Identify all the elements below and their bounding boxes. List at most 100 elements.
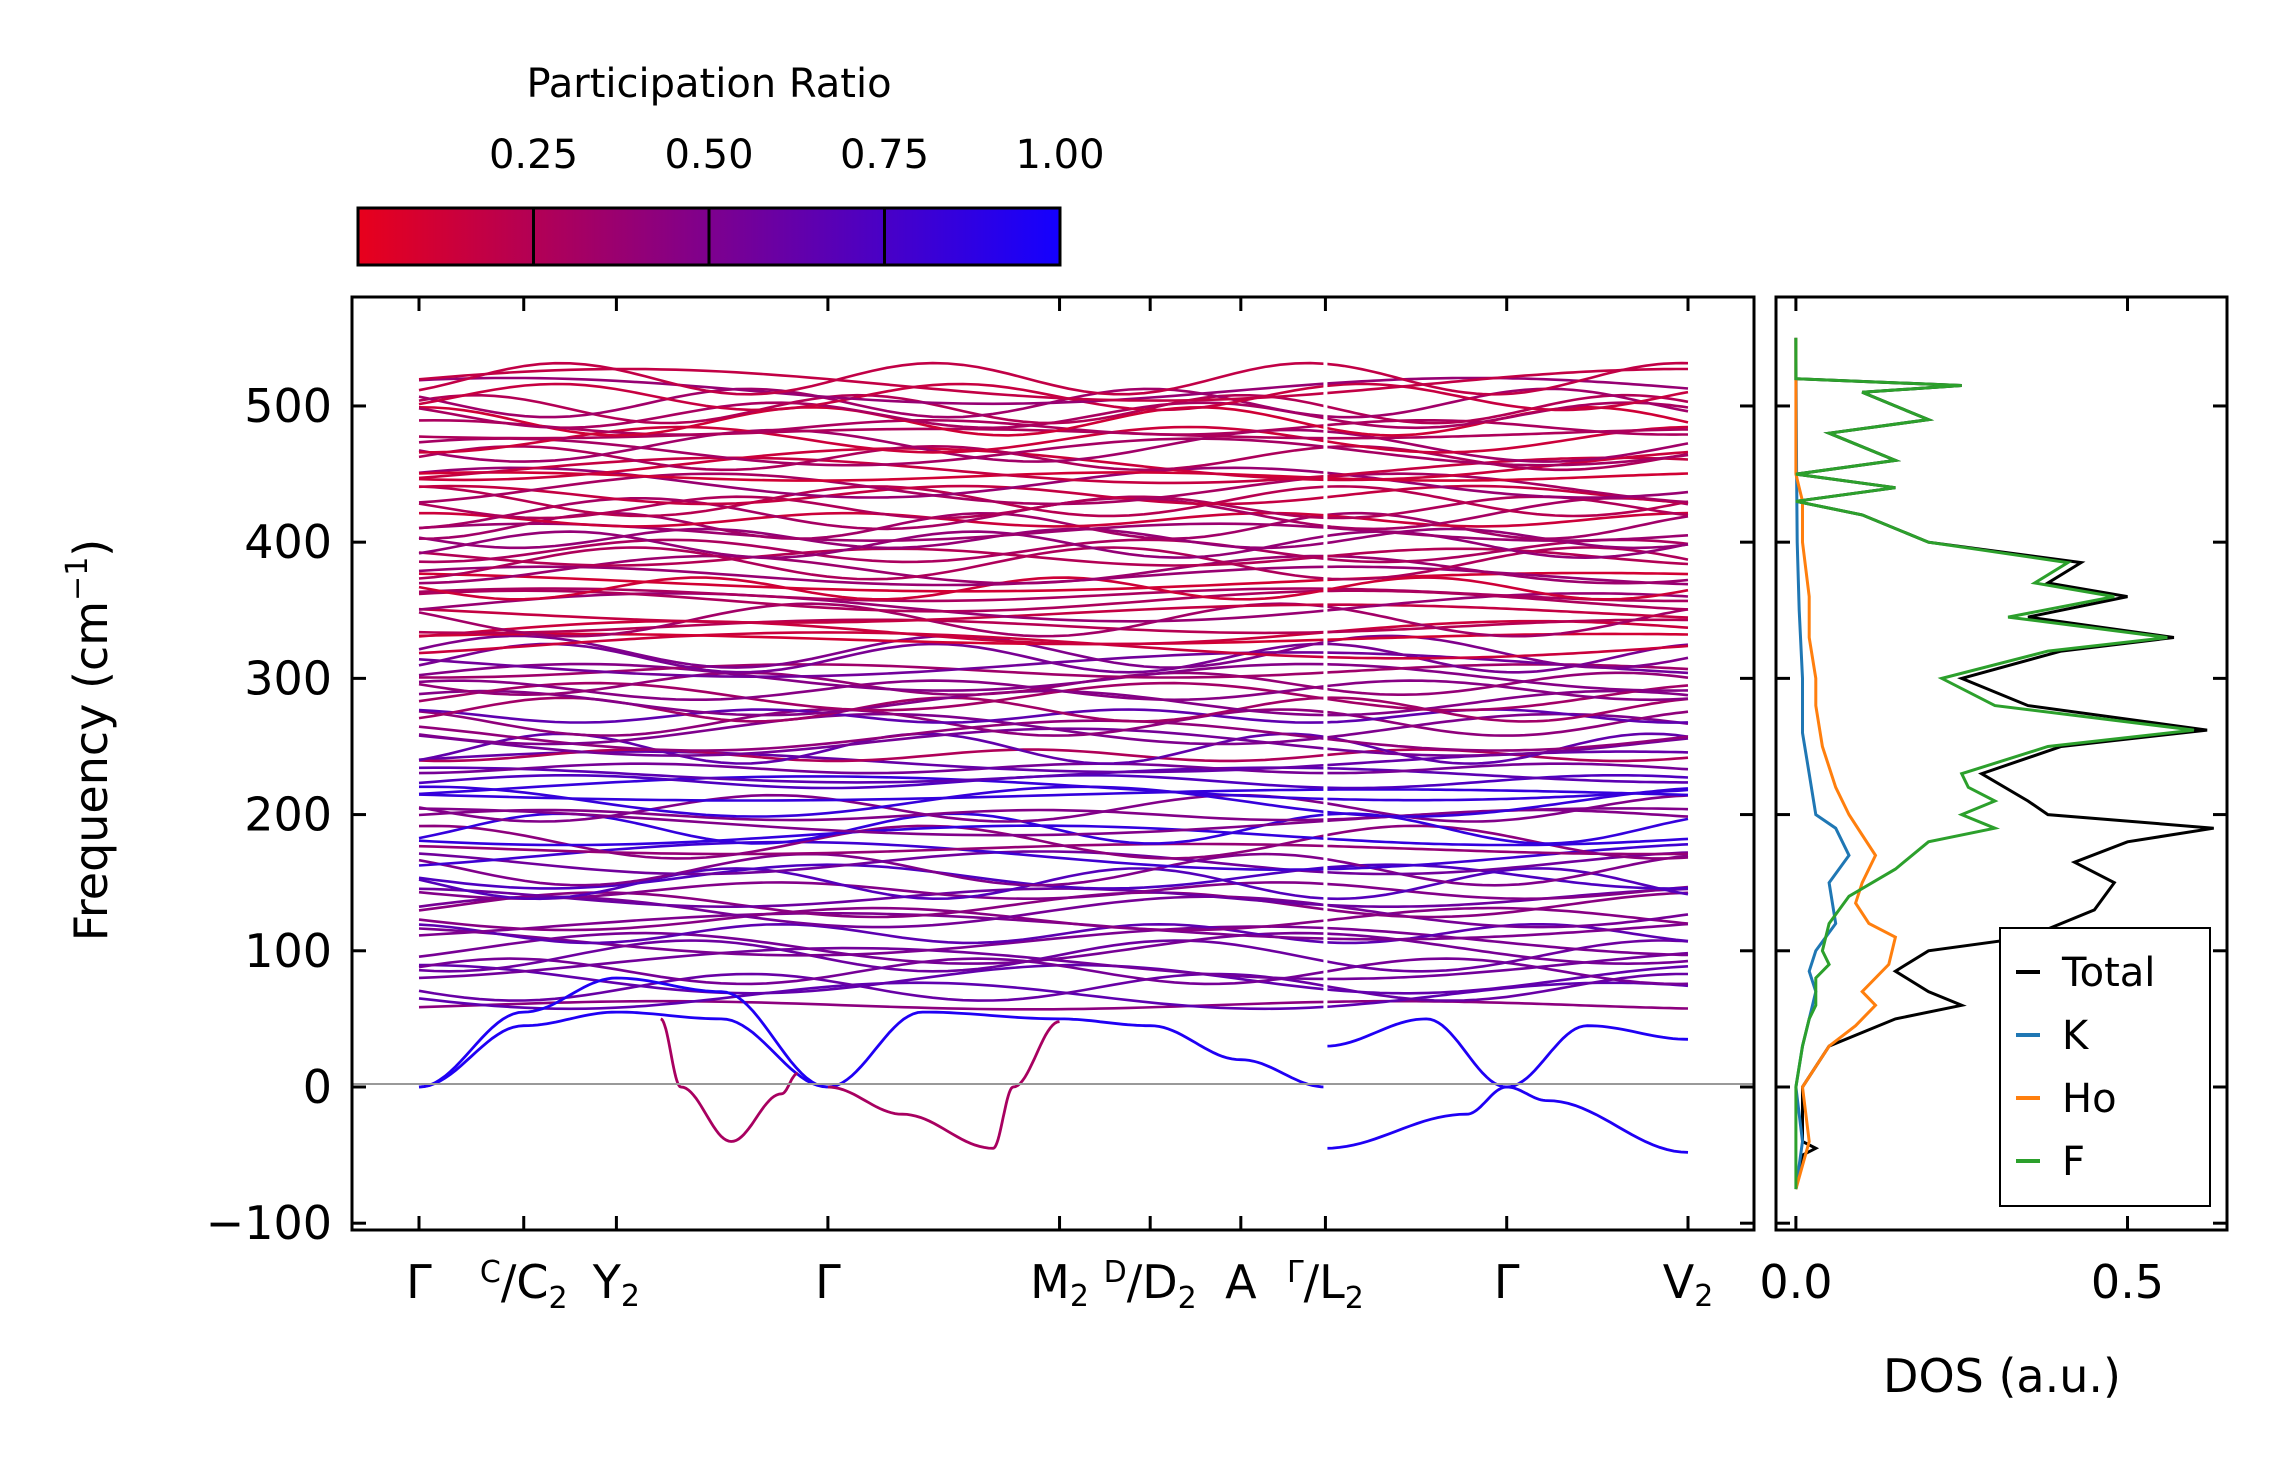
phonon-band xyxy=(418,689,1326,717)
phonon-band xyxy=(1325,867,1689,901)
phonon-band xyxy=(1325,972,1688,1002)
colorbar-ticks: 0.25 0.50 0.75 1.00 xyxy=(489,132,1105,265)
phonon-band xyxy=(1325,854,1689,887)
phonon-band xyxy=(418,842,1326,856)
kpoint-labels: Γ C/C2 Y2 Γ M2 D/D2 A Γ/L2 Γ V2 xyxy=(406,1255,1713,1316)
y-label-sup: −1 xyxy=(60,557,95,601)
phonon-band xyxy=(1325,485,1689,518)
phonon-band xyxy=(418,696,1326,723)
phonon-band xyxy=(1325,788,1689,802)
phonon-band xyxy=(1325,527,1689,550)
dos-lines xyxy=(1794,337,2214,1190)
phonon-band xyxy=(1325,642,1689,674)
phonon-band xyxy=(1325,605,1689,638)
kpoint-label: A xyxy=(1225,1255,1257,1309)
phonon-band xyxy=(1325,794,1689,823)
phonon-band xyxy=(1325,843,1689,871)
phonon-band xyxy=(418,931,1326,965)
kpoint-label: Y2 xyxy=(592,1255,640,1314)
colorbar-tick-label: 0.25 xyxy=(489,132,578,178)
phonon-band xyxy=(1325,387,1689,419)
phonon-band xyxy=(1325,511,1689,528)
kpoint-label: Γ xyxy=(815,1255,841,1309)
phonon-band xyxy=(1325,428,1689,440)
phonon-band xyxy=(418,387,1326,419)
y-axis-label: Frequency (cm−1) xyxy=(60,539,118,942)
phonon-band xyxy=(1325,684,1689,712)
band-axes-frame xyxy=(350,295,1756,1232)
phonon-band xyxy=(1325,450,1689,482)
phonon-band xyxy=(1325,712,1689,739)
phonon-band xyxy=(1325,708,1689,724)
kpoint-label: C/C2 xyxy=(480,1255,568,1316)
phonon-band xyxy=(1325,618,1688,634)
y-tick-label: 200 xyxy=(244,788,332,842)
kpoint-label: M2 xyxy=(1030,1255,1089,1314)
dos-panel: 0.0 0.5 DOS (a.u.) Total K Ho F xyxy=(1759,295,2229,1403)
phonon-band xyxy=(418,906,1326,932)
phonon-band xyxy=(1325,735,1689,752)
phonon-band xyxy=(418,631,1326,659)
kpoint-label: Γ/L2 xyxy=(1287,1255,1364,1316)
phonon-band xyxy=(418,895,1326,929)
phonon-band xyxy=(418,663,1326,679)
phonon-band xyxy=(1325,526,1689,542)
phonon-band xyxy=(418,376,1326,406)
legend-label-k: K xyxy=(2062,1013,2090,1059)
phonon-band xyxy=(1325,576,1689,601)
phonon-band xyxy=(418,634,1326,669)
phonon-band xyxy=(418,863,1326,890)
phonon-band xyxy=(1325,361,1689,396)
y-tick-label: 500 xyxy=(244,379,332,433)
phonon-band xyxy=(418,618,1326,635)
phonon-band xyxy=(418,679,1326,702)
phonon-band xyxy=(1325,565,1689,586)
phonon-band xyxy=(418,867,1326,901)
phonon-band xyxy=(418,972,1326,1002)
phonon-band xyxy=(418,437,1326,467)
y-tick-label: 100 xyxy=(244,924,332,978)
phonon-band xyxy=(1325,546,1689,581)
y-tick-label: −100 xyxy=(206,1196,332,1250)
colorbar-title: Participation Ratio xyxy=(526,61,891,107)
acoustic-2-branch xyxy=(418,976,829,1089)
phonon-band xyxy=(1325,922,1689,941)
phonon-band xyxy=(418,382,1326,412)
phonon-band xyxy=(1325,696,1689,723)
phonon-band xyxy=(1325,737,1689,757)
phonon-band xyxy=(418,554,1326,585)
phonon-band xyxy=(1325,824,1689,860)
legend-label-ho: Ho xyxy=(2062,1076,2117,1122)
phonon-band xyxy=(418,840,1326,872)
phonon-band xyxy=(418,603,1326,624)
kpoint-label: Γ xyxy=(1494,1255,1520,1309)
y-label-main: Frequency (cm xyxy=(64,601,118,941)
acoustic-1-branch xyxy=(418,1010,829,1089)
y-tick-label: 0 xyxy=(303,1060,332,1114)
phonon-band xyxy=(418,495,1326,520)
legend-label-f: F xyxy=(2062,1139,2085,1185)
phonon-band xyxy=(1325,837,1689,847)
phonon-band xyxy=(1325,732,1689,765)
band-lines xyxy=(418,299,1689,1228)
kpoint-label: Γ xyxy=(406,1255,432,1309)
phonon-band xyxy=(418,957,1326,986)
phonon-band xyxy=(418,361,1326,396)
legend-label-total: Total xyxy=(2061,950,2155,996)
phonon-band xyxy=(1325,926,1689,957)
phonon-band xyxy=(1325,419,1688,436)
phonon-band xyxy=(1325,965,1689,995)
phonon-band xyxy=(418,766,1326,784)
acoustic-3-branch xyxy=(827,1010,1326,1089)
phonon-band xyxy=(418,748,1326,763)
phonon-band xyxy=(418,471,1326,482)
imaginary-1-branch xyxy=(660,1017,798,1143)
acoustic-5-branch xyxy=(1325,1017,1689,1089)
kpoint-label: V2 xyxy=(1663,1255,1714,1314)
phonon-band xyxy=(418,651,1326,678)
phonon-band xyxy=(418,762,1326,775)
phonon-band xyxy=(418,538,1326,564)
phonon-band xyxy=(418,444,1326,472)
phonon-band xyxy=(418,775,1326,801)
